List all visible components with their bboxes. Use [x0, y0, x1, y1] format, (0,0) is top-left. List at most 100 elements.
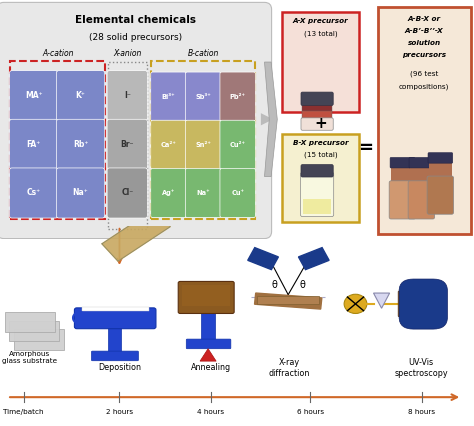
FancyBboxPatch shape	[9, 71, 58, 121]
Text: Bi³⁺: Bi³⁺	[162, 94, 175, 100]
FancyBboxPatch shape	[74, 308, 156, 329]
Polygon shape	[248, 248, 278, 270]
FancyBboxPatch shape	[186, 339, 231, 349]
FancyBboxPatch shape	[301, 172, 334, 216]
Text: Rb⁺: Rb⁺	[73, 140, 88, 149]
Bar	[201, 311, 215, 341]
Polygon shape	[264, 62, 277, 176]
Text: A-X precursor: A-X precursor	[292, 18, 348, 24]
FancyBboxPatch shape	[399, 279, 447, 329]
Text: UV-Vis
spectroscopy: UV-Vis spectroscopy	[394, 358, 448, 377]
FancyBboxPatch shape	[56, 119, 105, 170]
Text: Cs⁺: Cs⁺	[27, 188, 41, 198]
Text: θ: θ	[271, 280, 277, 290]
Text: B-X precursor: B-X precursor	[292, 140, 348, 146]
FancyBboxPatch shape	[398, 291, 405, 317]
FancyBboxPatch shape	[185, 120, 221, 170]
Text: Na⁺: Na⁺	[196, 190, 210, 196]
FancyBboxPatch shape	[301, 118, 333, 130]
Text: Cu⁺: Cu⁺	[231, 190, 244, 196]
Text: MA⁺: MA⁺	[25, 91, 43, 100]
Text: A-cation: A-cation	[42, 49, 73, 58]
Polygon shape	[255, 293, 322, 309]
Text: Na⁺: Na⁺	[73, 188, 89, 198]
Text: Sn²⁺: Sn²⁺	[195, 142, 211, 148]
FancyBboxPatch shape	[282, 134, 359, 222]
FancyBboxPatch shape	[14, 329, 64, 349]
FancyBboxPatch shape	[182, 285, 230, 306]
FancyBboxPatch shape	[107, 168, 147, 218]
Text: 2 hours: 2 hours	[106, 409, 133, 415]
Text: FA⁺: FA⁺	[27, 140, 41, 149]
FancyBboxPatch shape	[429, 161, 452, 179]
Text: X-ray
diffraction: X-ray diffraction	[268, 358, 310, 377]
FancyBboxPatch shape	[389, 181, 416, 219]
FancyBboxPatch shape	[282, 12, 359, 112]
FancyBboxPatch shape	[220, 168, 255, 218]
FancyBboxPatch shape	[378, 7, 471, 234]
Text: 8 hours: 8 hours	[408, 409, 436, 415]
Text: A-B’-B’’-X: A-B’-B’’-X	[405, 28, 444, 34]
Text: (13 total): (13 total)	[304, 30, 337, 37]
Text: precursors: precursors	[402, 52, 447, 58]
FancyBboxPatch shape	[257, 296, 319, 304]
Text: Pb²⁺: Pb²⁺	[230, 94, 246, 100]
FancyBboxPatch shape	[9, 321, 59, 341]
FancyBboxPatch shape	[56, 168, 105, 218]
FancyBboxPatch shape	[428, 153, 453, 163]
FancyBboxPatch shape	[151, 168, 186, 218]
FancyBboxPatch shape	[91, 351, 138, 361]
Text: Elemental chemicals: Elemental chemicals	[74, 15, 196, 25]
Text: (15 total): (15 total)	[304, 152, 337, 158]
Text: X-anion: X-anion	[113, 49, 141, 58]
FancyBboxPatch shape	[410, 166, 433, 184]
FancyBboxPatch shape	[151, 120, 186, 170]
Text: 4 hours: 4 hours	[197, 409, 225, 415]
FancyBboxPatch shape	[151, 72, 186, 121]
Polygon shape	[299, 248, 329, 270]
FancyBboxPatch shape	[5, 312, 55, 332]
Text: Cl⁻: Cl⁻	[121, 188, 133, 198]
Polygon shape	[200, 349, 216, 361]
FancyBboxPatch shape	[82, 307, 149, 311]
Text: A-B-X or: A-B-X or	[408, 16, 441, 22]
Text: B-cation: B-cation	[188, 49, 219, 58]
FancyBboxPatch shape	[220, 72, 255, 121]
FancyBboxPatch shape	[302, 103, 332, 112]
Text: =: =	[358, 139, 374, 157]
Text: Ca²⁺: Ca²⁺	[161, 142, 176, 148]
FancyBboxPatch shape	[303, 199, 331, 214]
FancyBboxPatch shape	[301, 164, 333, 177]
FancyBboxPatch shape	[390, 158, 415, 168]
FancyBboxPatch shape	[185, 168, 221, 218]
Text: Annealing: Annealing	[191, 363, 231, 372]
Text: (96 test: (96 test	[410, 71, 438, 77]
FancyBboxPatch shape	[0, 3, 272, 239]
Text: Sb³⁺: Sb³⁺	[195, 94, 211, 100]
FancyBboxPatch shape	[408, 181, 435, 219]
Text: solution: solution	[408, 40, 441, 46]
FancyBboxPatch shape	[107, 119, 147, 170]
Bar	[108, 326, 121, 353]
FancyBboxPatch shape	[9, 119, 58, 170]
Text: +: +	[314, 115, 327, 131]
Polygon shape	[102, 209, 170, 261]
Text: Ag⁺: Ag⁺	[162, 190, 175, 196]
FancyBboxPatch shape	[107, 71, 147, 121]
Text: θ: θ	[300, 280, 305, 290]
Text: Amorphous
glass substrate: Amorphous glass substrate	[2, 351, 57, 364]
FancyBboxPatch shape	[9, 168, 58, 218]
Text: (28 solid precursors): (28 solid precursors)	[89, 33, 182, 42]
FancyBboxPatch shape	[178, 282, 234, 314]
FancyBboxPatch shape	[302, 111, 332, 120]
Circle shape	[344, 294, 367, 314]
Polygon shape	[374, 293, 390, 308]
Text: Br⁻: Br⁻	[120, 140, 134, 149]
FancyBboxPatch shape	[56, 71, 105, 121]
FancyBboxPatch shape	[427, 176, 454, 214]
Text: Cu²⁺: Cu²⁺	[230, 142, 246, 148]
FancyBboxPatch shape	[409, 158, 434, 168]
FancyBboxPatch shape	[220, 120, 255, 170]
Text: Time/batch: Time/batch	[3, 409, 44, 415]
Text: 6 hours: 6 hours	[297, 409, 324, 415]
